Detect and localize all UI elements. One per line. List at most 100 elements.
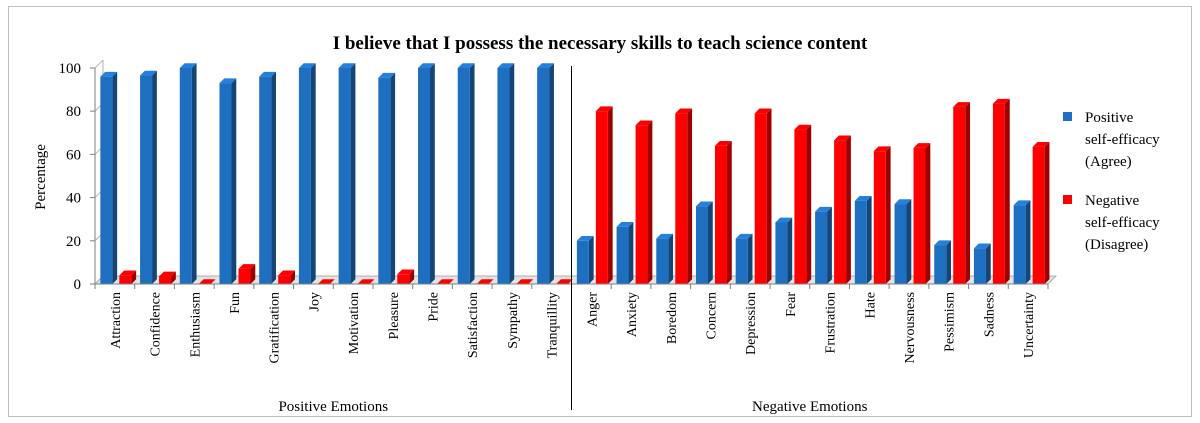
legend-label: (Agree) — [1085, 154, 1132, 170]
bar-top — [992, 98, 1010, 104]
bar-top — [357, 279, 375, 284]
bar-top — [775, 217, 793, 223]
bar-side — [707, 201, 713, 284]
legend-label: Positive — [1085, 110, 1134, 126]
bar-side — [906, 199, 912, 284]
bar-negative — [754, 108, 772, 284]
category-label: Fear — [784, 292, 799, 317]
bar-top — [1032, 142, 1050, 147]
bar-positive — [576, 236, 594, 284]
bar-side — [469, 63, 475, 285]
legend-swatch — [1063, 112, 1072, 121]
category-label: Confidence — [149, 292, 164, 357]
category-label: Anger — [585, 292, 600, 327]
category-label: Nervousness — [903, 292, 918, 364]
bar-negative — [953, 102, 971, 284]
legend-label: Negative — [1085, 193, 1139, 209]
bar-top — [298, 63, 316, 68]
bar-top — [695, 201, 713, 207]
bar-negative — [119, 270, 137, 284]
bar-side — [310, 63, 316, 285]
category-label: Pride — [427, 292, 442, 322]
bar-negative — [913, 143, 931, 284]
bar-positive — [179, 63, 197, 285]
bar-front — [934, 245, 947, 284]
plot-area: 0 20 40 60 80 100 Attraction Confidence Enthusia… — [59, 59, 1057, 415]
y-tick-label: 60 — [66, 147, 81, 163]
bar-front — [219, 83, 232, 285]
y-tick-label: 80 — [66, 104, 81, 120]
bar-side — [171, 271, 176, 284]
bar-top — [437, 279, 454, 284]
bar-top — [913, 143, 931, 148]
bar-side — [430, 63, 435, 285]
bar-front — [397, 274, 410, 284]
bar-side — [985, 243, 991, 284]
bar-side — [1004, 98, 1010, 284]
category-label: Frustration — [824, 292, 839, 353]
bar-front — [140, 75, 153, 284]
bar-front — [695, 206, 708, 284]
bar-front — [159, 276, 172, 284]
bar-top — [198, 279, 216, 284]
bar-side — [766, 108, 772, 284]
bar-negative — [873, 146, 891, 284]
bar-side — [1025, 200, 1031, 284]
bar-front — [794, 129, 807, 284]
bar-front — [913, 147, 926, 284]
group-label: Positive Emotions — [278, 399, 388, 415]
bar-side — [687, 108, 693, 284]
category-label: Hate — [863, 292, 878, 318]
bar-top — [754, 108, 772, 114]
bar-front — [1032, 146, 1045, 284]
bar-top — [894, 199, 912, 205]
category-label: Concern — [704, 292, 719, 339]
bar-side — [885, 146, 891, 284]
bar-positive — [298, 63, 316, 285]
bar-positive — [656, 233, 674, 284]
bar-front — [714, 145, 727, 284]
bar-negative — [992, 98, 1010, 284]
bar-top — [656, 233, 674, 239]
bar-negative — [794, 124, 812, 284]
y-tick-label: 0 — [74, 277, 82, 293]
bar-front — [815, 211, 828, 284]
bar-top — [714, 140, 732, 146]
bar-negative — [675, 108, 693, 284]
bar-side — [787, 217, 793, 284]
category-label: Uncertainty — [1022, 292, 1037, 358]
bar-top — [834, 135, 851, 141]
bar-positive — [616, 221, 634, 284]
bar-negative — [595, 106, 613, 285]
legend-swatch — [1063, 195, 1072, 204]
bar-top — [179, 63, 197, 68]
category-label: Boredom — [665, 292, 680, 344]
bar-top — [397, 269, 415, 275]
bar-top — [794, 124, 812, 130]
bar-top — [476, 279, 494, 284]
bar-front — [656, 238, 669, 284]
bar-side — [112, 71, 118, 284]
bar-front — [616, 226, 629, 284]
bar-side — [549, 63, 554, 285]
bar-side — [1044, 142, 1050, 284]
bar-top — [934, 240, 952, 246]
bar-front — [754, 113, 767, 284]
bar-positive — [418, 63, 435, 285]
bar-front — [873, 151, 886, 284]
bar-top — [418, 63, 435, 68]
bar-top — [457, 63, 475, 68]
bar-top — [119, 270, 137, 276]
bar-side — [827, 206, 832, 284]
bar-positive — [100, 71, 118, 284]
bar-positive — [973, 243, 991, 284]
bar-negative — [834, 135, 851, 284]
bar-top — [953, 102, 971, 107]
bar-side — [152, 70, 157, 284]
bar-positive — [140, 70, 157, 284]
category-label: Fun — [228, 292, 243, 314]
legend-item: Positive self-efficacy (Agree) — [1063, 110, 1160, 170]
bar-side — [390, 72, 396, 284]
category-label: Tranquillity — [546, 292, 561, 358]
